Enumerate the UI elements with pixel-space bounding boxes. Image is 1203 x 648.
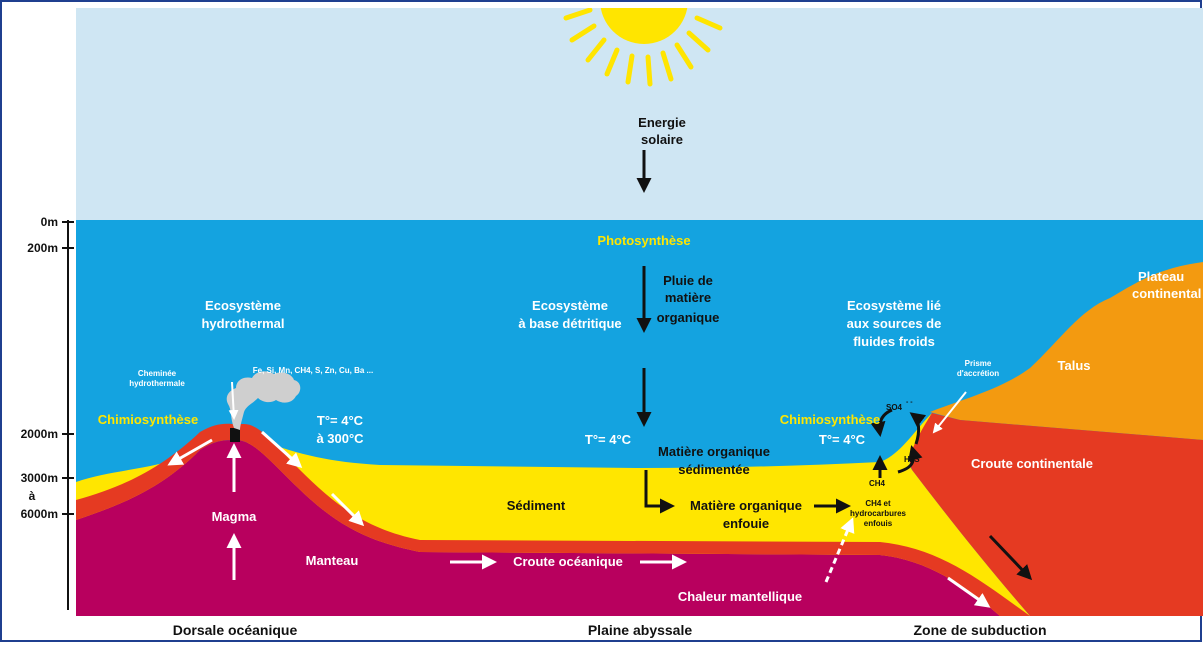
photosynthesis-label: Photosynthèse [597, 233, 690, 248]
organic-rain-label-2: matière [665, 290, 711, 305]
mantle-heat-label: Chaleur mantellique [678, 589, 802, 604]
organic-rain-label-1: Pluie de [663, 273, 713, 288]
hydrocarbons-label-1: CH4 et [865, 499, 891, 508]
depth-0m: 0m [41, 215, 58, 229]
hydrothermal-temperature-label-1: T°= 4°C [317, 413, 364, 428]
depth-3000m: 3000m [21, 471, 58, 485]
cold-seep-ecosystem-label-3: fluides froids [853, 334, 935, 349]
cold-seep-ecosystem-label-1: Ecosystème lié [847, 298, 941, 313]
abyssal-temperature-label: T°= 4°C [585, 432, 632, 447]
chimney-label-2: hydrothermale [129, 379, 185, 388]
plateau-label-1: Plateau [1138, 269, 1184, 284]
continental-crust [909, 413, 1203, 616]
flow-arrows [167, 150, 1033, 608]
continental-plateau [930, 262, 1203, 440]
detritic-ecosystem-label-2: à base détritique [518, 316, 621, 331]
solar-energy-label-2: solaire [641, 132, 683, 147]
depth-2000m: 2000m [21, 427, 58, 441]
cold-seep-temperature-label: T°= 4°C [819, 432, 866, 447]
depth-6000m: 6000m [21, 507, 58, 521]
depth-200m: 200m [27, 241, 58, 255]
hydrothermal-ecosystem-label-2: hydrothermal [201, 316, 284, 331]
organic-rain-label-3: organique [657, 310, 720, 325]
sun-icon [563, 8, 723, 87]
hydrothermal-temperature-label-2: à 300°C [316, 431, 364, 446]
depth-scale [62, 220, 74, 610]
chemosynthesis-right-label: Chimiosynthèse [780, 412, 880, 427]
hydrocarbons-label-2: hydrocarbures [850, 509, 907, 518]
magma-label: Magma [212, 509, 258, 524]
dissolved-elements-label: Fe, Si, Mn, CH4, S, Zn, Cu, Ba ... [253, 366, 373, 375]
solar-energy-label-1: Energie [638, 115, 686, 130]
plateau-label-2: continental [1132, 286, 1201, 301]
hydrothermal-ecosystem-label-1: Ecosystème [205, 298, 281, 313]
sulfate-charge-label: - - [906, 399, 913, 406]
hydrothermal-smoke-icon [226, 371, 301, 430]
chimney-label-1: Cheminée [138, 369, 177, 378]
talus-label: Talus [1058, 358, 1091, 373]
hydrocarbons-label-3: enfouis [864, 519, 893, 528]
continental-crust-label: Croute continentale [971, 456, 1093, 471]
mantle-label: Manteau [306, 553, 359, 568]
cold-seep-ecosystem-label-2: aux sources de [847, 316, 942, 331]
chemosynthesis-left-label: Chimiosynthèse [98, 412, 198, 427]
h2s-label: H2S [904, 455, 920, 464]
accretion-prism-label-2: d'accrétion [957, 369, 999, 378]
sedimented-organic-label-2: sédimentée [678, 462, 750, 477]
detritic-ecosystem-label-1: Ecosystème [532, 298, 608, 313]
oceanic-crust-label: Croute océanique [513, 554, 623, 569]
ridge-rift [230, 428, 240, 442]
abyssal-plain-label: Plaine abyssale [588, 622, 693, 638]
sedimented-organic-label-1: Matière organique [658, 444, 770, 459]
depth-range-a: à [29, 489, 36, 503]
subduction-zone-label: Zone de subduction [914, 622, 1047, 638]
buried-organic-label-2: enfouie [723, 516, 769, 531]
buried-organic-label-1: Matière organique [690, 498, 802, 513]
methane-label: CH4 [869, 479, 886, 488]
mantle [76, 440, 1000, 616]
ridge-zone-label: Dorsale océanique [173, 622, 298, 638]
sulfate-label: SO4 [886, 403, 903, 412]
accretion-prism-label-1: Prisme [965, 359, 992, 368]
sediment-label: Sédiment [507, 498, 566, 513]
